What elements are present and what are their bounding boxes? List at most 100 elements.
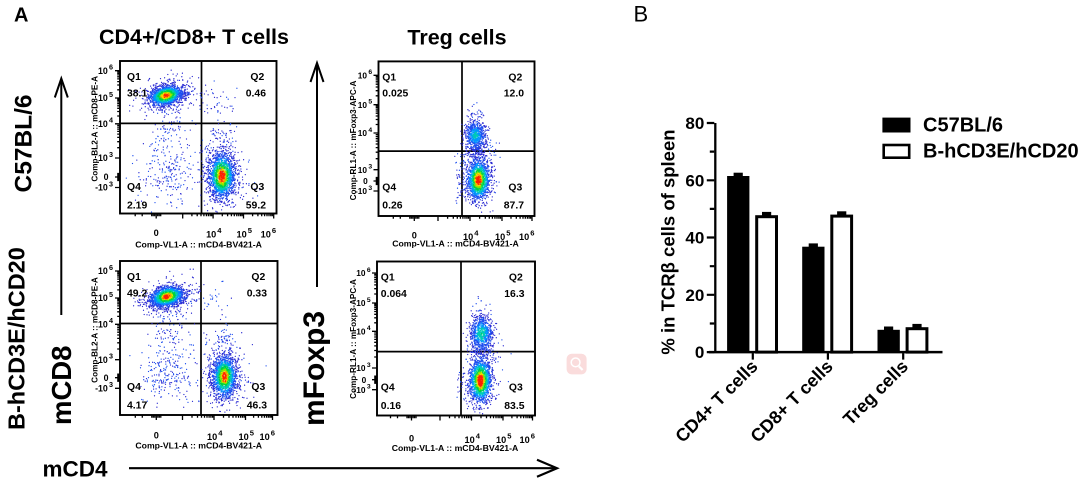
svg-text:Q2: Q2 bbox=[508, 72, 522, 83]
svg-text:60: 60 bbox=[685, 171, 704, 190]
svg-text:Q4: Q4 bbox=[382, 183, 396, 194]
svg-text:10: 10 bbox=[358, 165, 368, 175]
svg-text:4: 4 bbox=[368, 127, 372, 134]
svg-text:6: 6 bbox=[530, 228, 534, 237]
svg-text:3: 3 bbox=[109, 352, 113, 361]
svg-text:4: 4 bbox=[476, 431, 481, 440]
svg-text:-10: -10 bbox=[95, 384, 108, 394]
svg-text:3: 3 bbox=[367, 384, 371, 391]
svg-text:Q4: Q4 bbox=[381, 383, 395, 394]
svg-text:A: A bbox=[14, 4, 28, 26]
svg-text:10: 10 bbox=[98, 93, 108, 103]
svg-text:12.0: 12.0 bbox=[504, 89, 524, 100]
svg-text:0: 0 bbox=[409, 434, 414, 444]
svg-text:-10: -10 bbox=[354, 385, 366, 395]
svg-text:10: 10 bbox=[356, 298, 366, 308]
svg-text:5: 5 bbox=[248, 226, 253, 235]
svg-text:Q1: Q1 bbox=[127, 72, 141, 83]
svg-text:5: 5 bbox=[507, 431, 512, 440]
svg-text:10: 10 bbox=[98, 293, 108, 303]
svg-text:Q2: Q2 bbox=[251, 272, 265, 283]
svg-text:3: 3 bbox=[109, 380, 113, 389]
svg-text:3: 3 bbox=[368, 164, 372, 171]
svg-text:0: 0 bbox=[104, 172, 109, 182]
svg-text:Treg cells: Treg cells bbox=[407, 26, 506, 50]
svg-text:Q1: Q1 bbox=[127, 272, 141, 283]
svg-text:4: 4 bbox=[367, 325, 371, 332]
svg-text:Comp-RL1-A :: mFoxp3-APC-A: Comp-RL1-A :: mFoxp3-APC-A bbox=[349, 279, 358, 399]
svg-text:87.7: 87.7 bbox=[504, 201, 524, 212]
svg-text:10: 10 bbox=[519, 232, 529, 242]
svg-text:Comp-BL2-A :: mCD8-PE-A: Comp-BL2-A :: mCD8-PE-A bbox=[91, 76, 100, 182]
svg-text:Comp-VL1-A :: mCD4-BV421-A: Comp-VL1-A :: mCD4-BV421-A bbox=[135, 240, 262, 250]
svg-text:0.16: 0.16 bbox=[381, 401, 401, 412]
svg-text:mCD4: mCD4 bbox=[43, 457, 109, 482]
svg-text:0.46: 0.46 bbox=[246, 88, 266, 99]
svg-text:% in TCRβ cells of spleen: % in TCRβ cells of spleen bbox=[658, 129, 679, 354]
svg-text:4: 4 bbox=[217, 226, 222, 235]
svg-text:3: 3 bbox=[109, 179, 113, 188]
svg-text:Q2: Q2 bbox=[250, 72, 264, 83]
svg-text:6: 6 bbox=[531, 431, 535, 440]
svg-text:0: 0 bbox=[154, 431, 159, 441]
svg-text:5: 5 bbox=[250, 428, 255, 437]
svg-text:80: 80 bbox=[685, 114, 704, 133]
svg-text:0: 0 bbox=[412, 231, 417, 241]
svg-text:10: 10 bbox=[356, 327, 366, 337]
svg-text:mFoxp3: mFoxp3 bbox=[298, 311, 331, 426]
svg-text:38.1: 38.1 bbox=[127, 88, 147, 99]
svg-text:10: 10 bbox=[356, 363, 366, 373]
svg-text:B: B bbox=[634, 2, 649, 27]
svg-text:6: 6 bbox=[272, 226, 276, 235]
svg-text:0: 0 bbox=[362, 375, 367, 385]
svg-text:Q3: Q3 bbox=[509, 383, 523, 394]
svg-text:Comp-BL2-A :: mCD8-PE-A: Comp-BL2-A :: mCD8-PE-A bbox=[91, 277, 100, 383]
svg-text:6: 6 bbox=[109, 263, 113, 272]
svg-text:10: 10 bbox=[358, 71, 368, 81]
svg-text:Comp-VL1-A :: mCD4-BV421-A: Comp-VL1-A :: mCD4-BV421-A bbox=[392, 239, 519, 249]
svg-text:3: 3 bbox=[368, 185, 372, 192]
svg-text:10: 10 bbox=[98, 119, 108, 129]
svg-text:10: 10 bbox=[98, 320, 108, 330]
svg-text:40: 40 bbox=[685, 229, 704, 248]
svg-text:10: 10 bbox=[519, 435, 529, 445]
svg-text:Q3: Q3 bbox=[251, 382, 265, 393]
svg-text:10: 10 bbox=[261, 230, 271, 240]
svg-text:4: 4 bbox=[109, 316, 113, 325]
svg-text:4.17: 4.17 bbox=[127, 400, 147, 411]
svg-text:B-hCD3E/hCD20: B-hCD3E/hCD20 bbox=[923, 141, 1079, 163]
svg-text:0: 0 bbox=[695, 343, 704, 362]
svg-text:6: 6 bbox=[368, 69, 372, 76]
svg-text:Q4: Q4 bbox=[127, 382, 141, 393]
svg-text:Comp-VL1-A :: mCD4-BV421-A: Comp-VL1-A :: mCD4-BV421-A bbox=[135, 441, 262, 451]
svg-text:10: 10 bbox=[464, 435, 474, 445]
svg-text:10: 10 bbox=[356, 268, 366, 278]
svg-text:6: 6 bbox=[271, 428, 275, 437]
svg-text:83.5: 83.5 bbox=[504, 401, 524, 412]
svg-text:mCD8: mCD8 bbox=[46, 346, 77, 425]
svg-text:5: 5 bbox=[368, 99, 372, 106]
svg-text:B-hCD3E/hCD20: B-hCD3E/hCD20 bbox=[4, 247, 30, 430]
svg-text:4: 4 bbox=[109, 116, 113, 125]
svg-text:Q3: Q3 bbox=[250, 182, 264, 193]
svg-text:10: 10 bbox=[206, 230, 216, 240]
svg-text:4: 4 bbox=[474, 228, 479, 237]
svg-text:46.3: 46.3 bbox=[247, 400, 267, 411]
svg-text:4: 4 bbox=[218, 428, 223, 437]
svg-text:10: 10 bbox=[358, 100, 368, 110]
svg-text:5: 5 bbox=[109, 290, 113, 299]
svg-text:6: 6 bbox=[109, 63, 113, 72]
svg-text:20: 20 bbox=[685, 286, 704, 305]
svg-text:Comp-VL1-A :: mCD4-BV421-A: Comp-VL1-A :: mCD4-BV421-A bbox=[392, 443, 519, 453]
svg-text:10: 10 bbox=[463, 232, 473, 242]
svg-text:3: 3 bbox=[367, 362, 371, 369]
svg-text:10: 10 bbox=[98, 66, 108, 76]
svg-text:3: 3 bbox=[109, 150, 113, 159]
svg-text:2.19: 2.19 bbox=[127, 200, 147, 211]
svg-text:-10: -10 bbox=[355, 186, 367, 196]
svg-text:Q2: Q2 bbox=[509, 273, 523, 284]
svg-text:49.2: 49.2 bbox=[127, 288, 147, 299]
svg-text:0.025: 0.025 bbox=[382, 89, 408, 100]
svg-text:6: 6 bbox=[367, 267, 371, 274]
svg-text:10: 10 bbox=[98, 355, 108, 365]
